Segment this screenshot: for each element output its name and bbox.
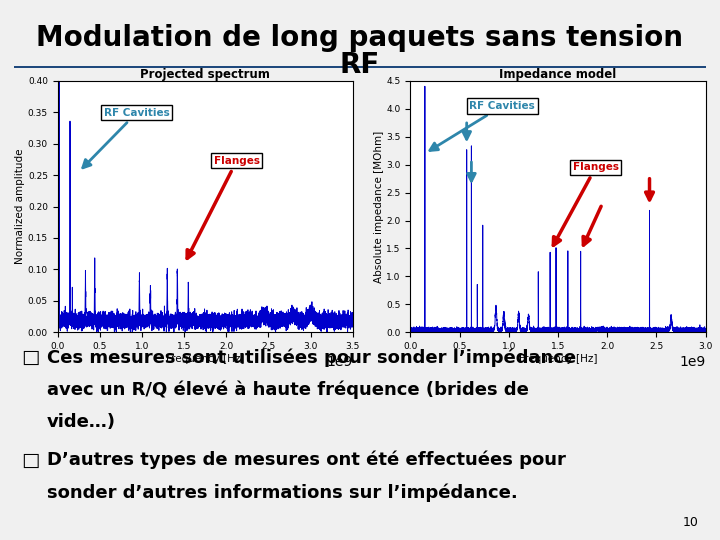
X-axis label: Frequency [Hz]: Frequency [Hz] xyxy=(518,354,598,363)
Text: vide…): vide…) xyxy=(47,413,116,431)
Text: 10: 10 xyxy=(683,516,698,529)
Y-axis label: Absolute impedance [MOhm]: Absolute impedance [MOhm] xyxy=(374,131,384,282)
Text: RF Cavities: RF Cavities xyxy=(430,101,535,151)
Text: □: □ xyxy=(22,348,40,367)
Text: Ces mesures sont utilisées pour sonder l’impédance: Ces mesures sont utilisées pour sonder l… xyxy=(47,348,576,367)
Y-axis label: Normalized amplitude: Normalized amplitude xyxy=(15,149,25,264)
Title: Projected spectrum: Projected spectrum xyxy=(140,68,270,81)
X-axis label: Frequency [Hz]: Frequency [Hz] xyxy=(166,354,245,363)
Text: avec un R/Q élevé à haute fréquence (brides de: avec un R/Q élevé à haute fréquence (bri… xyxy=(47,381,528,399)
Text: □: □ xyxy=(22,451,40,470)
Text: Flanges: Flanges xyxy=(553,163,618,245)
Text: D’autres types de mesures ont été effectuées pour: D’autres types de mesures ont été effect… xyxy=(47,451,566,469)
Text: RF Cavities: RF Cavities xyxy=(83,107,170,168)
Title: Impedance model: Impedance model xyxy=(500,68,616,81)
Text: Modulation de long paquets sans tension: Modulation de long paquets sans tension xyxy=(37,24,683,52)
Text: sonder d’autres informations sur l’impédance.: sonder d’autres informations sur l’impéd… xyxy=(47,483,518,502)
Text: Flanges: Flanges xyxy=(187,156,260,258)
Text: RF: RF xyxy=(340,51,380,79)
